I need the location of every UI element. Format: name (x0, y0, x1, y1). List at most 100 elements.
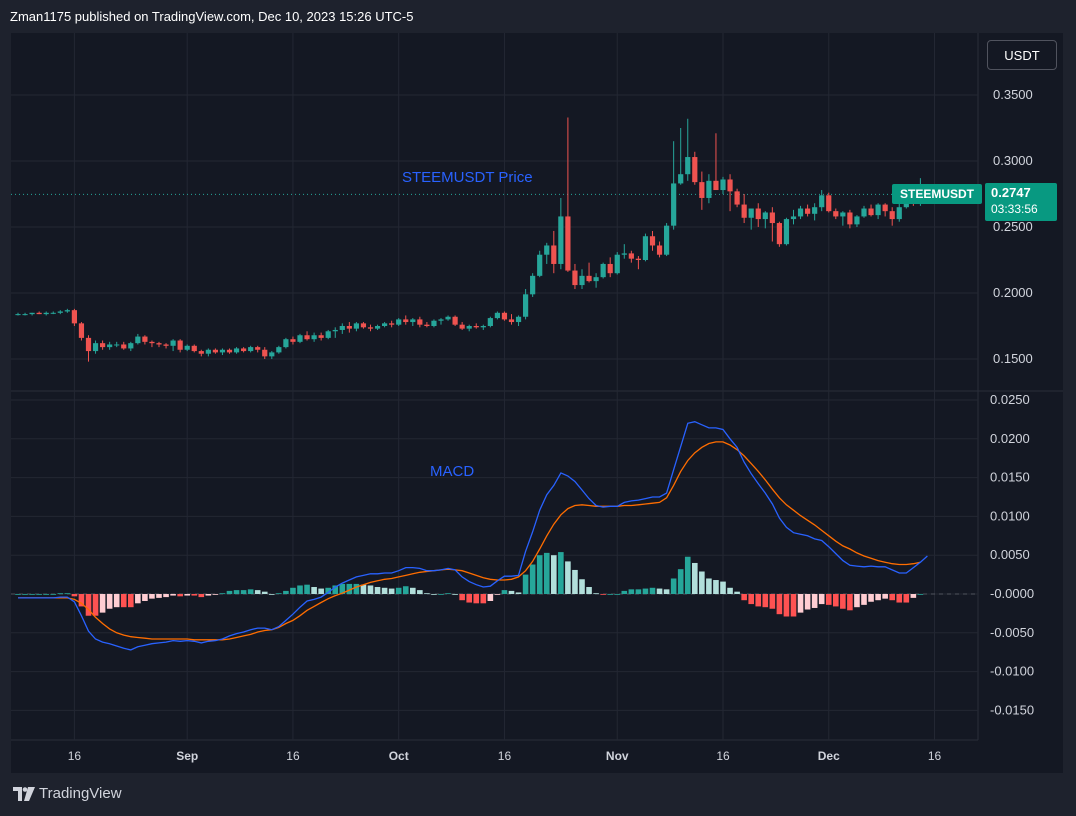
candle-body (466, 326, 472, 329)
candle-body (769, 212, 775, 224)
macd-histogram-bar (339, 583, 346, 594)
macd-histogram-bar (692, 562, 698, 594)
tradingview-logo[interactable]: TradingView (13, 785, 122, 802)
macd-histogram-bar (99, 594, 106, 613)
macd-histogram-bar (487, 594, 494, 601)
candle-body (678, 174, 684, 184)
candle-body (71, 310, 77, 324)
candle-body (276, 347, 282, 353)
candle-body (226, 349, 233, 353)
candle-body (755, 208, 761, 220)
candle-body (318, 335, 324, 338)
candle-body (840, 212, 846, 217)
candle-body (403, 319, 409, 323)
macd-histogram-bar (579, 579, 585, 594)
candle-body (163, 344, 169, 346)
macd-histogram-bar (163, 594, 169, 598)
macd-histogram-bar (226, 590, 233, 594)
candle-body (304, 335, 310, 340)
macd-histogram-bar (677, 569, 684, 594)
candle-body (36, 312, 42, 315)
macd-line (18, 421, 928, 651)
macd-histogram-bar (395, 587, 402, 594)
candle-body (396, 319, 402, 325)
macd-histogram-bar (311, 587, 317, 594)
macd-histogram-bar (847, 594, 853, 611)
x-tick-label: 16 (286, 749, 300, 763)
candle-body (269, 352, 275, 357)
candle-body (621, 253, 627, 255)
price-pane-label: STEEMUSDT Price (402, 169, 533, 186)
macd-histogram-bar (410, 587, 416, 594)
macd-histogram-bar (769, 594, 776, 609)
macd-histogram-bar (177, 594, 183, 597)
macd-histogram-bar (135, 594, 141, 604)
macd-histogram-bar (438, 594, 444, 595)
candle-body (741, 204, 747, 218)
macd-histogram-bar (642, 588, 649, 594)
macd-histogram-bar (903, 594, 910, 603)
macd-histogram-bar (896, 594, 903, 603)
candle-body (508, 319, 515, 323)
macd-histogram-bar (529, 564, 536, 594)
price-tick-label: 0.2000 (993, 285, 1033, 300)
price-tick-label: 0.3000 (993, 153, 1033, 168)
candle-body (184, 345, 190, 350)
candle-body (551, 245, 557, 264)
candle-body (417, 319, 423, 325)
candle-body (868, 208, 874, 216)
macd-histogram-bar (684, 556, 691, 594)
macd-histogram-bar (240, 590, 247, 594)
tradingview-brand: TradingView (39, 785, 122, 802)
macd-histogram-bar (558, 552, 564, 594)
macd-histogram-bar (741, 594, 747, 601)
macd-histogram-bar (748, 594, 754, 605)
macd-histogram-bar (191, 594, 198, 596)
macd-histogram-bar (635, 589, 642, 594)
candle-body (29, 312, 35, 315)
macd-histogram-bar (501, 590, 508, 594)
candle-body (311, 335, 317, 340)
macd-histogram-bar (15, 594, 21, 595)
candle-body (135, 336, 141, 344)
macd-histogram-bar (381, 587, 388, 594)
macd-histogram-bar (276, 593, 282, 595)
candle-countdown: 03:33:56 (991, 202, 1038, 216)
candle-body (748, 208, 754, 218)
macd-histogram-bar (586, 587, 592, 594)
signal-line (18, 441, 921, 641)
macd-histogram-bar (854, 594, 860, 608)
x-tick-label: Nov (606, 749, 629, 763)
chart-frame (11, 33, 1063, 773)
macd-histogram-bar (142, 594, 148, 601)
tradingview-logo-icon (13, 786, 35, 801)
macd-histogram-bar (790, 594, 797, 617)
candle-body (241, 348, 247, 352)
candle-body (861, 208, 867, 217)
last-price-box: 0.2747 03:33:56 (985, 183, 1057, 221)
candle-body (480, 326, 486, 328)
candle-body (537, 254, 543, 276)
candle-body (812, 207, 818, 214)
candle-body (459, 324, 465, 329)
macd-histogram-bar (212, 594, 219, 595)
macd-histogram-bar (811, 594, 818, 608)
macd-histogram-bar (353, 583, 360, 594)
macd-histogram-bar (261, 591, 268, 594)
price-tick-label: 0.3500 (993, 87, 1033, 102)
macd-histogram-bar (325, 587, 331, 594)
candle-body (783, 219, 790, 245)
macd-histogram-bar (417, 590, 423, 594)
macd-histogram-bar (360, 584, 367, 594)
candle-body (191, 345, 197, 352)
candle-body (523, 294, 529, 317)
macd-histogram-bar (522, 574, 529, 594)
candle-body (290, 339, 296, 342)
candle-body (170, 340, 176, 346)
publisher-header: Zman1175 published on TradingView.com, D… (10, 9, 414, 24)
currency-button[interactable]: USDT (987, 40, 1057, 70)
candle-body (833, 211, 839, 217)
candle-body (43, 312, 49, 315)
macd-histogram-bar (332, 585, 339, 594)
